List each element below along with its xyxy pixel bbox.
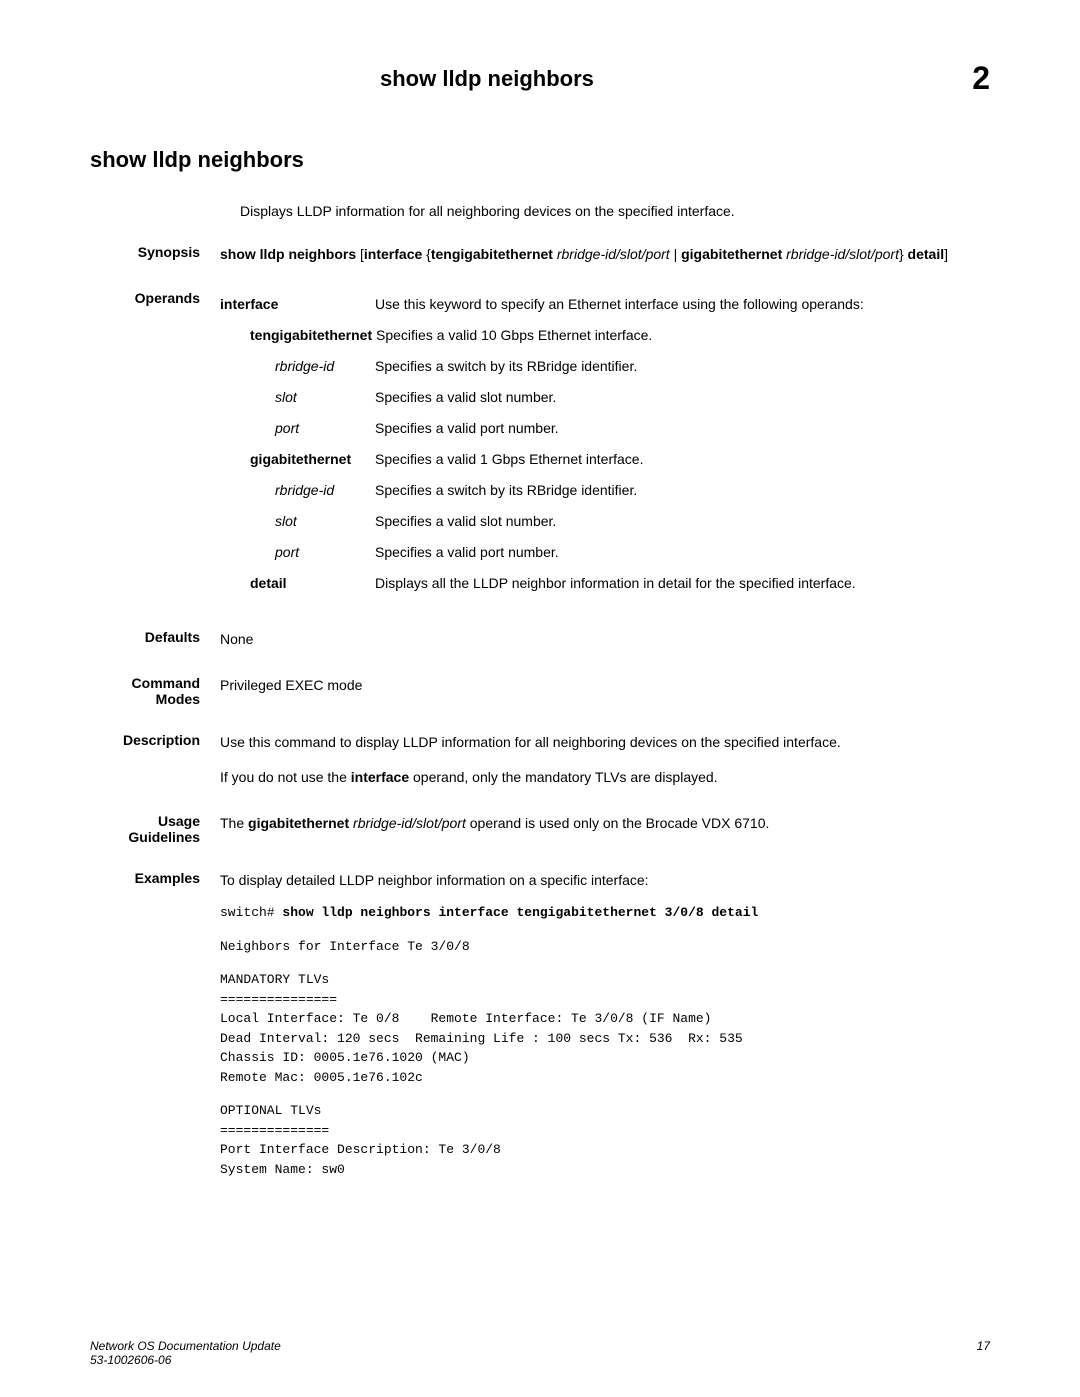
operand-key: detail — [220, 573, 375, 594]
footer-doc-title: Network OS Documentation Update — [90, 1339, 281, 1353]
intro-text: Displays LLDP information for all neighb… — [240, 203, 990, 219]
operand-key: slot — [220, 387, 375, 408]
page-header: show lldp neighbors 2 — [90, 60, 990, 97]
operand-row: detailDisplays all the LLDP neighbor inf… — [220, 573, 990, 594]
header-title: show lldp neighbors — [380, 66, 594, 92]
operand-row: rbridge-idSpecifies a switch by its RBri… — [220, 356, 990, 377]
usage-value: The gigabitethernet rbridge-id/slot/port… — [220, 813, 990, 845]
operand-desc: Specifies a valid slot number. — [375, 387, 990, 408]
examples-label: Examples — [90, 870, 220, 1193]
operand-row: slotSpecifies a valid slot number. — [220, 511, 990, 532]
chapter-number: 2 — [972, 60, 990, 97]
operand-row: gigabitethernetSpecifies a valid 1 Gbps … — [220, 449, 990, 470]
operand-key: interface — [220, 294, 375, 315]
operand-desc: Displays all the LLDP neighbor informati… — [375, 573, 990, 594]
synopsis-label: Synopsis — [90, 244, 220, 265]
operand-row: portSpecifies a valid port number. — [220, 542, 990, 563]
examples-value: To display detailed LLDP neighbor inform… — [220, 870, 990, 1193]
description-value: Use this command to display LLDP informa… — [220, 732, 990, 788]
operand-desc: Specifies a valid 1 Gbps Ethernet interf… — [375, 449, 990, 470]
example-output-2: MANDATORY TLVs =============== Local Int… — [220, 970, 990, 1087]
operand-key: rbridge-id — [220, 480, 375, 501]
command-modes-value: Privileged EXEC mode — [220, 675, 990, 707]
operand-key: slot — [220, 511, 375, 532]
operand-desc: Specifies a valid port number. — [375, 542, 990, 563]
operand-desc: Specifies a valid 10 Gbps Ethernet inter… — [372, 327, 652, 343]
operand-row: slotSpecifies a valid slot number. — [220, 387, 990, 408]
operand-desc: Specifies a valid slot number. — [375, 511, 990, 532]
operand-row: tengigabitethernet Specifies a valid 10 … — [220, 325, 990, 346]
operand-key: gigabitethernet — [220, 449, 375, 470]
page-number: 17 — [977, 1339, 990, 1367]
command-modes-label: CommandModes — [90, 675, 220, 707]
description-label: Description — [90, 732, 220, 788]
operand-row: portSpecifies a valid port number. — [220, 418, 990, 439]
defaults-value: None — [220, 629, 990, 650]
example-command: switch# show lldp neighbors interface te… — [220, 903, 990, 923]
example-output-3: OPTIONAL TLVs ============== Port Interf… — [220, 1101, 990, 1179]
operand-row: interfaceUse this keyword to specify an … — [220, 294, 990, 315]
section-title: show lldp neighbors — [90, 147, 990, 173]
defaults-label: Defaults — [90, 629, 220, 650]
footer-doc-id: 53-1002606-06 — [90, 1353, 171, 1367]
operand-row: rbridge-idSpecifies a switch by its RBri… — [220, 480, 990, 501]
example-output-1: Neighbors for Interface Te 3/0/8 — [220, 937, 990, 957]
operand-desc: Specifies a valid port number. — [375, 418, 990, 439]
synopsis-value: show lldp neighbors [interface {tengigab… — [220, 244, 990, 265]
usage-label: UsageGuidelines — [90, 813, 220, 845]
operand-key: port — [220, 542, 375, 563]
operands-label: Operands — [90, 290, 220, 604]
operand-key: port — [220, 418, 375, 439]
operands-value: interfaceUse this keyword to specify an … — [220, 290, 990, 604]
operand-desc: Specifies a switch by its RBridge identi… — [375, 480, 990, 501]
operand-desc: Specifies a switch by its RBridge identi… — [375, 356, 990, 377]
page-footer: Network OS Documentation Update 53-10026… — [90, 1339, 990, 1367]
operand-key: rbridge-id — [220, 356, 375, 377]
operand-key: tengigabitethernet — [250, 327, 372, 343]
operand-desc: Use this keyword to specify an Ethernet … — [375, 294, 990, 315]
